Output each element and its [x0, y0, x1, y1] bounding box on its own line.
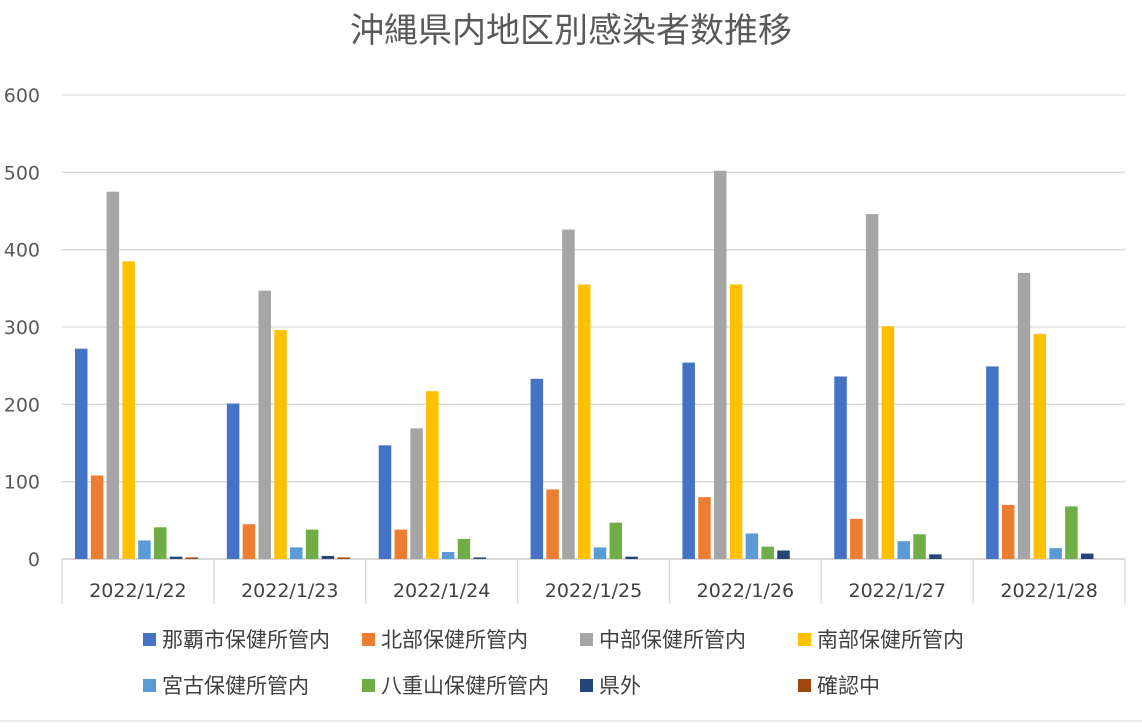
bar	[185, 557, 199, 559]
bar	[729, 284, 743, 559]
y-tick-label: 200	[4, 394, 40, 416]
y-tick-label: 400	[4, 240, 40, 262]
x-axis: 2022/1/22 2022/1/23 2022/1/24 2022/1/25 2022…	[0, 559, 1142, 722]
bar	[473, 557, 487, 559]
bar	[577, 284, 591, 559]
bar	[714, 170, 727, 559]
legend-label: 八重山保健所管内	[381, 674, 549, 698]
x-tick-label: 2022/1/22	[89, 580, 186, 602]
bar	[75, 348, 88, 559]
bar	[682, 362, 695, 559]
bar	[761, 546, 774, 559]
legend-label: 北部保健所管内	[381, 628, 528, 652]
legend-swatch	[580, 679, 593, 692]
legend-label: 中部保健所管内	[599, 628, 746, 652]
bar	[154, 527, 167, 559]
x-tick-label: 2022/1/28	[1000, 580, 1097, 602]
y-tick-label: 500	[4, 162, 40, 184]
bar	[1065, 506, 1078, 559]
bar	[394, 529, 408, 559]
bar	[777, 550, 790, 559]
legend-swatch	[362, 633, 375, 646]
bar	[242, 524, 256, 559]
x-tick-label: 2022/1/23	[241, 580, 338, 602]
bar	[609, 522, 623, 559]
x-tick-label: 2022/1/27	[849, 580, 946, 602]
bar	[378, 445, 392, 559]
bar	[1001, 504, 1015, 559]
x-tick-label: 2022/1/26	[697, 580, 794, 602]
x-tick-label: 2022/1/25	[545, 580, 642, 602]
y-tick-label: 300	[4, 317, 40, 339]
bar	[258, 290, 271, 559]
legend-swatch	[798, 633, 811, 646]
bar	[274, 330, 287, 559]
bar	[226, 403, 240, 559]
legend-label: 那覇市保健所管内	[162, 628, 330, 652]
bar	[138, 540, 151, 559]
legend-label: 確認中	[817, 674, 880, 698]
bar	[881, 326, 895, 559]
bar	[745, 533, 759, 559]
bar	[1049, 548, 1062, 559]
bar	[321, 555, 335, 559]
bar	[169, 556, 183, 559]
gridlines	[62, 94, 1125, 560]
bar	[106, 191, 120, 559]
legend-swatch	[798, 679, 811, 692]
bar	[530, 378, 544, 559]
legend-swatch	[580, 633, 593, 646]
bar	[593, 547, 607, 559]
bar	[913, 534, 926, 559]
bar	[625, 556, 638, 559]
bar	[834, 376, 847, 559]
bar	[90, 475, 104, 559]
bar	[410, 428, 423, 559]
y-axis-ticks: 0 100 200 300 400 500 600	[4, 85, 40, 571]
bar	[986, 366, 999, 559]
bar	[305, 529, 319, 559]
bar	[929, 554, 942, 559]
chart-title: 沖縄県内地区別感染者数推移	[350, 11, 792, 51]
legend-label: 県外	[599, 674, 641, 698]
x-tick-label: 2022/1/24	[393, 580, 490, 602]
bar	[698, 497, 711, 559]
bar	[441, 552, 455, 559]
y-tick-label: 600	[4, 85, 40, 107]
bar	[1017, 272, 1031, 559]
bar	[897, 541, 910, 559]
bar	[546, 489, 559, 559]
bar	[426, 391, 439, 559]
bar	[337, 557, 350, 559]
legend-swatch	[362, 679, 375, 692]
bars	[75, 170, 1094, 560]
bar	[850, 518, 863, 559]
bar	[1080, 553, 1094, 559]
legend-label: 南部保健所管内	[817, 628, 964, 652]
legend-swatch	[143, 633, 156, 646]
bar	[457, 538, 471, 559]
bar	[562, 229, 575, 559]
y-tick-label: 100	[4, 472, 40, 494]
bar	[290, 547, 303, 559]
legend-label: 宮古保健所管内	[162, 674, 309, 698]
legend-swatch	[143, 679, 156, 692]
bar	[865, 214, 879, 560]
y-tick-label: 0	[28, 549, 40, 571]
bar	[1033, 333, 1047, 559]
bar	[122, 261, 135, 559]
